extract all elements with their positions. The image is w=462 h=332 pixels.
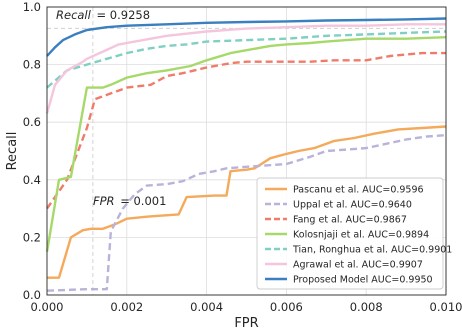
series-line-6 — [45, 23, 446, 114]
legend-entry-label: Uppal et al. AUC=0.9640 — [293, 200, 412, 211]
x-tick-label: 0.000 — [31, 300, 64, 314]
recall-annotation-value: = 0.9258 — [96, 8, 150, 22]
recall-annotation: Recall = 0.9258 — [56, 8, 150, 22]
x-tick-label: 0.010 — [430, 300, 462, 314]
x-ticks: 0.000 0.002 0.004 0.006 0.008 0.010 — [31, 300, 462, 314]
x-tick-label: 0.006 — [270, 300, 303, 314]
y-tick-label: 0.6 — [23, 115, 41, 129]
legend-entry-label: Fang et al. AUC=0.9867 — [293, 215, 407, 226]
legend-entry-label: Kolosnjaji et al. AUC=0.9894 — [293, 230, 429, 241]
fpr-annotation-label: FPR — [93, 194, 115, 208]
recall-annotation-label: Recall — [56, 8, 92, 22]
plot-frame — [46, 6, 447, 296]
y-ticks: 0.0 0.2 0.4 0.6 0.8 1.0 — [23, 0, 41, 302]
series-group — [45, 17, 447, 292]
series-line-2 — [46, 134, 447, 292]
y-tick-label: 0.8 — [23, 58, 41, 72]
legend-entry-label: Pascanu et al. AUC=0.9596 — [293, 185, 424, 196]
fpr-annotation: FPR = 0.001 — [93, 194, 166, 208]
x-tick-label: 0.002 — [110, 300, 143, 314]
series-line-4 — [45, 36, 447, 252]
legend-entry-label: Agrawal et al. AUC=0.9907 — [293, 260, 423, 271]
y-axis-label: Recall — [5, 132, 20, 171]
x-tick-label: 0.008 — [350, 300, 383, 314]
y-tick-label: 0.0 — [23, 288, 41, 302]
x-axis-label: FPR — [234, 316, 258, 331]
fpr-annotation-value: = 0.001 — [120, 194, 166, 208]
legend-entry-label: Tian, Ronghua et al. AUC=0.9901 — [292, 245, 452, 256]
legend-box — [256, 177, 444, 290]
legend: Pascanu et al. AUC=0.9596 Uppal et al. AU… — [256, 177, 452, 290]
y-tick-label: 0.4 — [23, 173, 41, 187]
series-line-1 — [47, 125, 447, 279]
legend-entry-label: Proposed Model AUC=0.9950 — [293, 275, 433, 286]
y-tick-label: 0.2 — [23, 230, 41, 244]
series-line-7 — [46, 17, 447, 57]
series-line-5 — [46, 30, 447, 89]
x-tick-label: 0.004 — [190, 300, 223, 314]
series-line-3 — [46, 51, 446, 210]
y-tick-label: 1.0 — [23, 0, 41, 14]
